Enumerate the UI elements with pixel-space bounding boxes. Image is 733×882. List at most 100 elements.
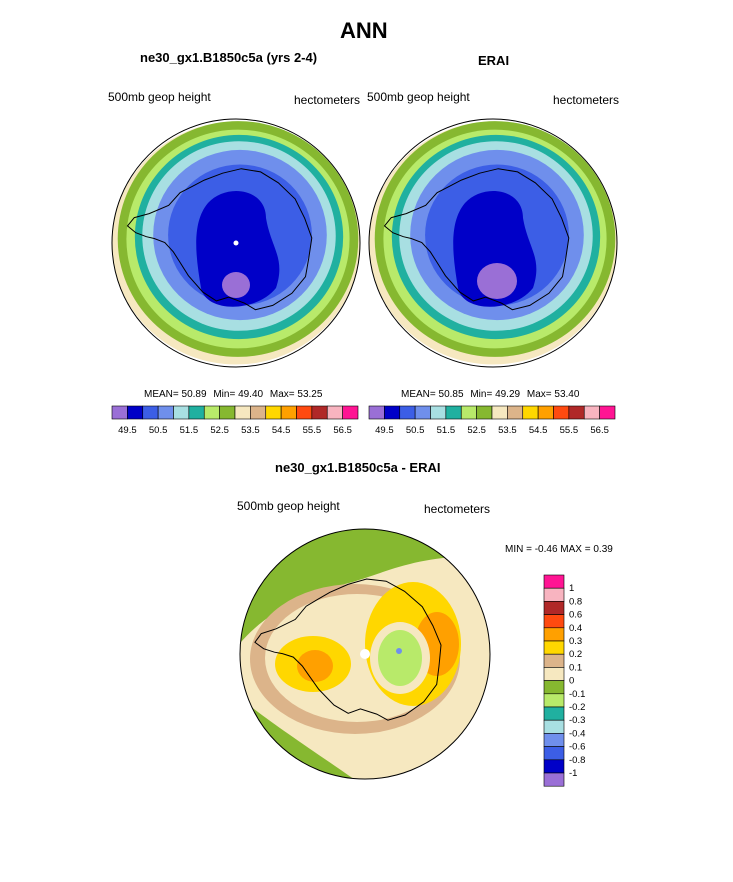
panel2-max: 53.40 [554, 389, 580, 400]
panel2-colorbar-colorbox-4 [430, 405, 447, 420]
panel3-tick-label-8: -0.1 [569, 689, 585, 700]
panel1-units: hectometers [294, 93, 361, 107]
panel3-colorbox-12 [543, 733, 565, 747]
panel1-field [112, 121, 360, 365]
panel2-title: ERAI [478, 53, 510, 68]
panel3-pole-marker [360, 649, 370, 659]
panel3-colorbox-2 [543, 601, 565, 615]
panel2-colorbar-colorbox-15 [599, 405, 616, 420]
panel1-colorbar-colorbox-10 [265, 405, 282, 420]
panel3-tick-label-4: 0.3 [569, 636, 582, 647]
panel1-colorbar-colorbox-2 [142, 405, 159, 420]
panel2-colorbar-colorbox-5 [445, 405, 462, 420]
panel3-tick-label-12: -0.6 [569, 742, 585, 753]
panel1-min-label: Min= [213, 389, 236, 400]
panel3-colorbox-13 [543, 746, 565, 761]
panel2-min-label: Min= [470, 389, 493, 400]
panel2-colorbar-tick-label-3: 52.5 [467, 425, 486, 436]
panel2-min-blob [477, 263, 517, 299]
panel1-colorbar-tick-label-0: 49.5 [118, 425, 137, 436]
panel3-tick-label-0: 1 [569, 583, 574, 594]
panel3-teal-left [240, 574, 244, 634]
panel3-blue-lower [240, 746, 295, 779]
panel3-tick-label-13: -0.8 [569, 755, 585, 766]
panel3-variable: 500mb geop height [237, 499, 340, 513]
panel2-min: 49.29 [495, 389, 521, 400]
panel3-colorbox-7 [543, 667, 565, 681]
panel1-max-label: Max= [269, 389, 295, 400]
panel3-tick-label-11: -0.4 [569, 728, 585, 739]
panel1-colorbar-tick-label-3: 52.5 [210, 425, 229, 436]
panel1-colorbar-colorbox-0 [111, 405, 128, 420]
panel3-colorbox-14 [543, 759, 565, 774]
panel2-coastline [383, 168, 570, 311]
panel1-pole-marker [233, 240, 239, 246]
panel3-tick-label-1: 0.8 [569, 596, 582, 607]
panel3-orange-west [297, 650, 333, 682]
panel1-colorbar-colorbox-6 [203, 405, 220, 420]
panel1-colorbar-tick-label-7: 56.5 [333, 425, 352, 436]
panel2-colorbar-colorbox-10 [522, 405, 539, 420]
panel2-colorbar-tick-label-4: 53.5 [498, 425, 517, 436]
panel2-colorbar-tick-label-1: 50.5 [406, 425, 425, 436]
panel1-mean: 50.89 [181, 389, 207, 400]
panel2-mean: 50.85 [438, 389, 464, 400]
panel1-border [111, 118, 361, 368]
panel2-border [368, 118, 618, 368]
panel3-colorbox-0 [543, 574, 565, 589]
panel3-colorbox-10 [543, 706, 565, 721]
panel1-colorbar-tick-label-6: 55.5 [303, 425, 322, 436]
panel1-colorbar-colorbox-15 [342, 405, 359, 420]
panel3-units: hectometers [424, 502, 491, 516]
panel1-min: 49.40 [238, 389, 264, 400]
panel1-colorbar-colorbox-12 [296, 405, 313, 420]
panel2-colorbar-colorbox-2 [399, 405, 416, 420]
panel3-tick-label-3: 0.4 [569, 623, 582, 634]
panel3-coastline [254, 578, 442, 721]
panel3-center-blue [396, 648, 402, 654]
panel3-tick-label-9: -0.2 [569, 702, 585, 713]
panel2-variable: 500mb geop height [367, 90, 470, 104]
panel2-colorbar-colorbox-7 [476, 405, 493, 420]
panel3-center-green [378, 630, 422, 686]
panel1-colorbar-colorbox-1 [127, 405, 144, 420]
panel3-tick-label-2: 0.6 [569, 610, 582, 621]
panel3-tick-label-5: 0.2 [569, 649, 582, 660]
panel2-units: hectometers [553, 93, 620, 107]
panel3-tick-label-14: -1 [569, 768, 577, 779]
panel2-colorbar-tick-label-6: 55.5 [560, 425, 579, 436]
panel3-border [239, 528, 491, 780]
panel2-colorbar-colorbox-6 [460, 405, 477, 420]
panel1-colorbar-colorbox-3 [157, 405, 174, 420]
panel1-colorbar-colorbox-11 [280, 405, 297, 420]
panel2-colorbar-colorbox-13 [568, 405, 585, 420]
panel1-coastline [126, 168, 313, 311]
panel2-colorbar-tick-label-5: 54.5 [529, 425, 548, 436]
panel2-colorbar-colorbox-11 [537, 405, 554, 420]
panel3-tick-label-6: 0.1 [569, 662, 582, 673]
panel3-title: ne30_gx1.B1850c5a - ERAI [275, 460, 441, 475]
panel1-colorbar-colorbox-5 [188, 405, 205, 420]
panel2-colorbar-tick-label-7: 56.5 [590, 425, 609, 436]
panel1-colorbar-tick-label-1: 50.5 [149, 425, 168, 436]
panel2-colorbar-tick-label-0: 49.5 [375, 425, 394, 436]
panel3-colorbox-4 [543, 627, 565, 642]
panel3-field [240, 529, 490, 779]
panel1-variable: 500mb geop height [108, 90, 211, 104]
panel3-colorbox-8 [543, 680, 565, 695]
panel3-colorbox-3 [543, 614, 565, 629]
panel1-colorbar-colorbox-7 [219, 405, 236, 420]
panel2-colorbar-colorbox-1 [384, 405, 401, 420]
panel3-colorbox-15 [543, 772, 565, 787]
panel3-green-band [240, 529, 490, 664]
panel3-colorbox-6 [543, 653, 565, 668]
panel3-colorbox-9 [543, 693, 565, 708]
panel2-mean-label: MEAN= [401, 389, 436, 400]
panel1-colorbar-colorbox-14 [326, 405, 343, 420]
panel1-colorbar-tick-label-5: 54.5 [272, 425, 291, 436]
panel2-colorbar-colorbox-14 [583, 405, 600, 420]
panel3-tick-label-10: -0.3 [569, 715, 585, 726]
panel1-colorbar-tick-label-4: 53.5 [241, 425, 260, 436]
panel1-max: 53.25 [297, 389, 323, 400]
